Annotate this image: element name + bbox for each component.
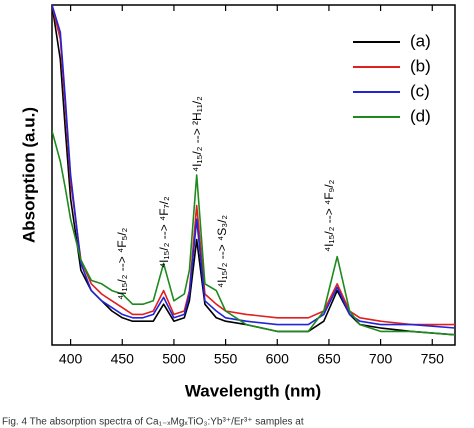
y-axis-title: Absorption (a.u.) — [19, 107, 38, 243]
x-tick-label: 750 — [421, 351, 445, 367]
series-line — [52, 5, 455, 336]
annotation: ⁴I₁₅/₂ --> ⁴F₅/₂ — [115, 227, 129, 300]
x-tick-label: 700 — [369, 351, 393, 367]
annotation: ⁴I₁₅/₂ --> ²H₁₁/₂ — [190, 96, 204, 172]
annotation: ⁴I₁₅/₂ --> ⁴F₉/₂ — [322, 179, 336, 252]
legend-label: (a) — [410, 31, 431, 50]
series-line — [52, 5, 455, 329]
plot-frame — [51, 4, 456, 346]
x-tick-label: 500 — [162, 351, 186, 367]
x-tick-label: 600 — [266, 351, 290, 367]
annotation: ⁴I₁₅/₂ --> ⁴S₃/₂ — [215, 215, 229, 288]
x-tick-label: 400 — [59, 351, 83, 367]
series-line — [52, 130, 455, 336]
caption: Fig. 4 The absorption spectra of Ca₁₋ₓMg… — [2, 417, 304, 428]
x-axis-title: Wavelength (nm) — [185, 381, 321, 400]
x-tick-label: 650 — [317, 351, 341, 367]
x-tick-label: 550 — [214, 351, 238, 367]
x-tick-label: 450 — [111, 351, 135, 367]
legend-label: (b) — [410, 56, 431, 75]
series-line — [52, 5, 455, 326]
annotation: ⁴I₁₅/₂ --> ⁴F₇/₂ — [157, 196, 171, 268]
legend-label: (d) — [410, 106, 431, 125]
legend-label: (c) — [410, 81, 430, 100]
